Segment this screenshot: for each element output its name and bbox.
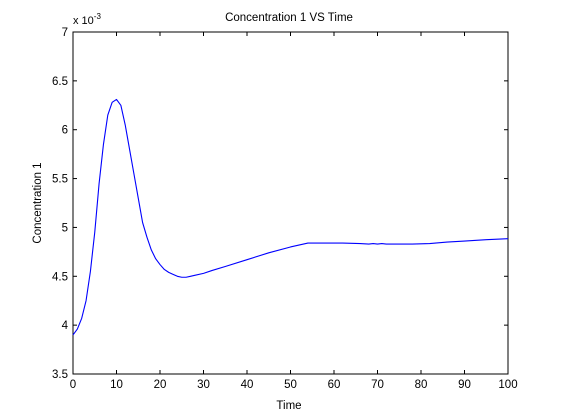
x-tick-label: 80 [415, 379, 428, 391]
y-tick-label: 5 [62, 222, 68, 234]
x-tick-label: 20 [154, 379, 167, 391]
x-tick-label: 30 [197, 379, 210, 391]
y-tick-label: 3.5 [52, 369, 68, 381]
y-tick-label: 5.5 [52, 174, 68, 186]
x-axis-label: Time [276, 400, 301, 412]
plot-border [73, 32, 508, 374]
y-tick-label: 4 [62, 320, 69, 332]
x-tick-label: 50 [284, 379, 297, 391]
y-tick-label: 4.5 [52, 271, 68, 283]
x-tick-label: 70 [371, 379, 384, 391]
x-tick-label: 100 [498, 379, 517, 391]
x-tick-label: 90 [458, 379, 471, 391]
x-tick-label: 40 [241, 379, 254, 391]
y-multiplier-label: x 10-3 [73, 12, 101, 27]
y-tick-label: 6 [62, 125, 68, 137]
x-tick-label: 60 [328, 379, 341, 391]
y-axis-label: Concentration 1 [32, 162, 44, 243]
y-multiplier-base: x 10 [73, 15, 94, 27]
chart-title: Concentration 1 VS Time [225, 12, 353, 24]
plot-area [73, 32, 508, 374]
x-tick-label: 10 [110, 379, 123, 391]
x-tick-label: 0 [70, 379, 76, 391]
y-tick-label: 7 [62, 27, 68, 39]
y-tick-label: 6.5 [52, 76, 68, 88]
y-multiplier-exponent: -3 [94, 12, 102, 21]
